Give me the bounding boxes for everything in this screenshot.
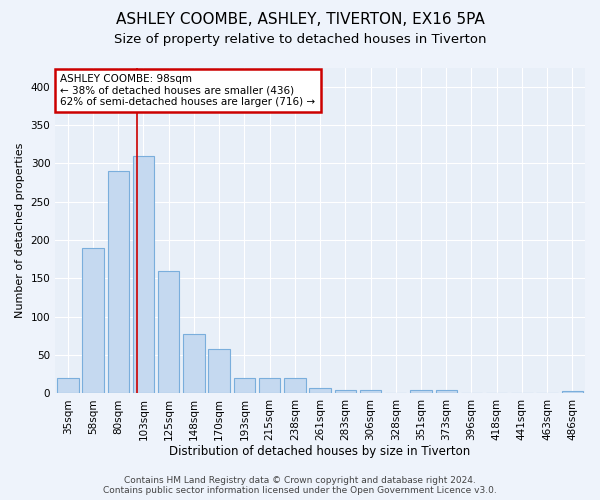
Bar [562,391,583,394]
X-axis label: Distribution of detached houses by size in Tiverton: Distribution of detached houses by size … [169,444,471,458]
Bar [57,378,79,394]
Bar [259,378,280,394]
Bar [335,390,356,394]
Text: ASHLEY COOMBE: 98sqm
← 38% of detached houses are smaller (436)
62% of semi-deta: ASHLEY COOMBE: 98sqm ← 38% of detached h… [61,74,316,107]
Bar [310,388,331,394]
Bar [284,378,305,394]
Bar [82,248,104,394]
Bar [107,171,129,394]
Bar [133,156,154,394]
Y-axis label: Number of detached properties: Number of detached properties [15,142,25,318]
Bar [208,349,230,394]
Bar [183,334,205,394]
Text: Contains HM Land Registry data © Crown copyright and database right 2024.
Contai: Contains HM Land Registry data © Crown c… [103,476,497,495]
Bar [233,378,255,394]
Bar [410,390,432,394]
Bar [158,270,179,394]
Text: ASHLEY COOMBE, ASHLEY, TIVERTON, EX16 5PA: ASHLEY COOMBE, ASHLEY, TIVERTON, EX16 5P… [116,12,484,28]
Bar [436,390,457,394]
Bar [360,390,381,394]
Text: Size of property relative to detached houses in Tiverton: Size of property relative to detached ho… [114,32,486,46]
